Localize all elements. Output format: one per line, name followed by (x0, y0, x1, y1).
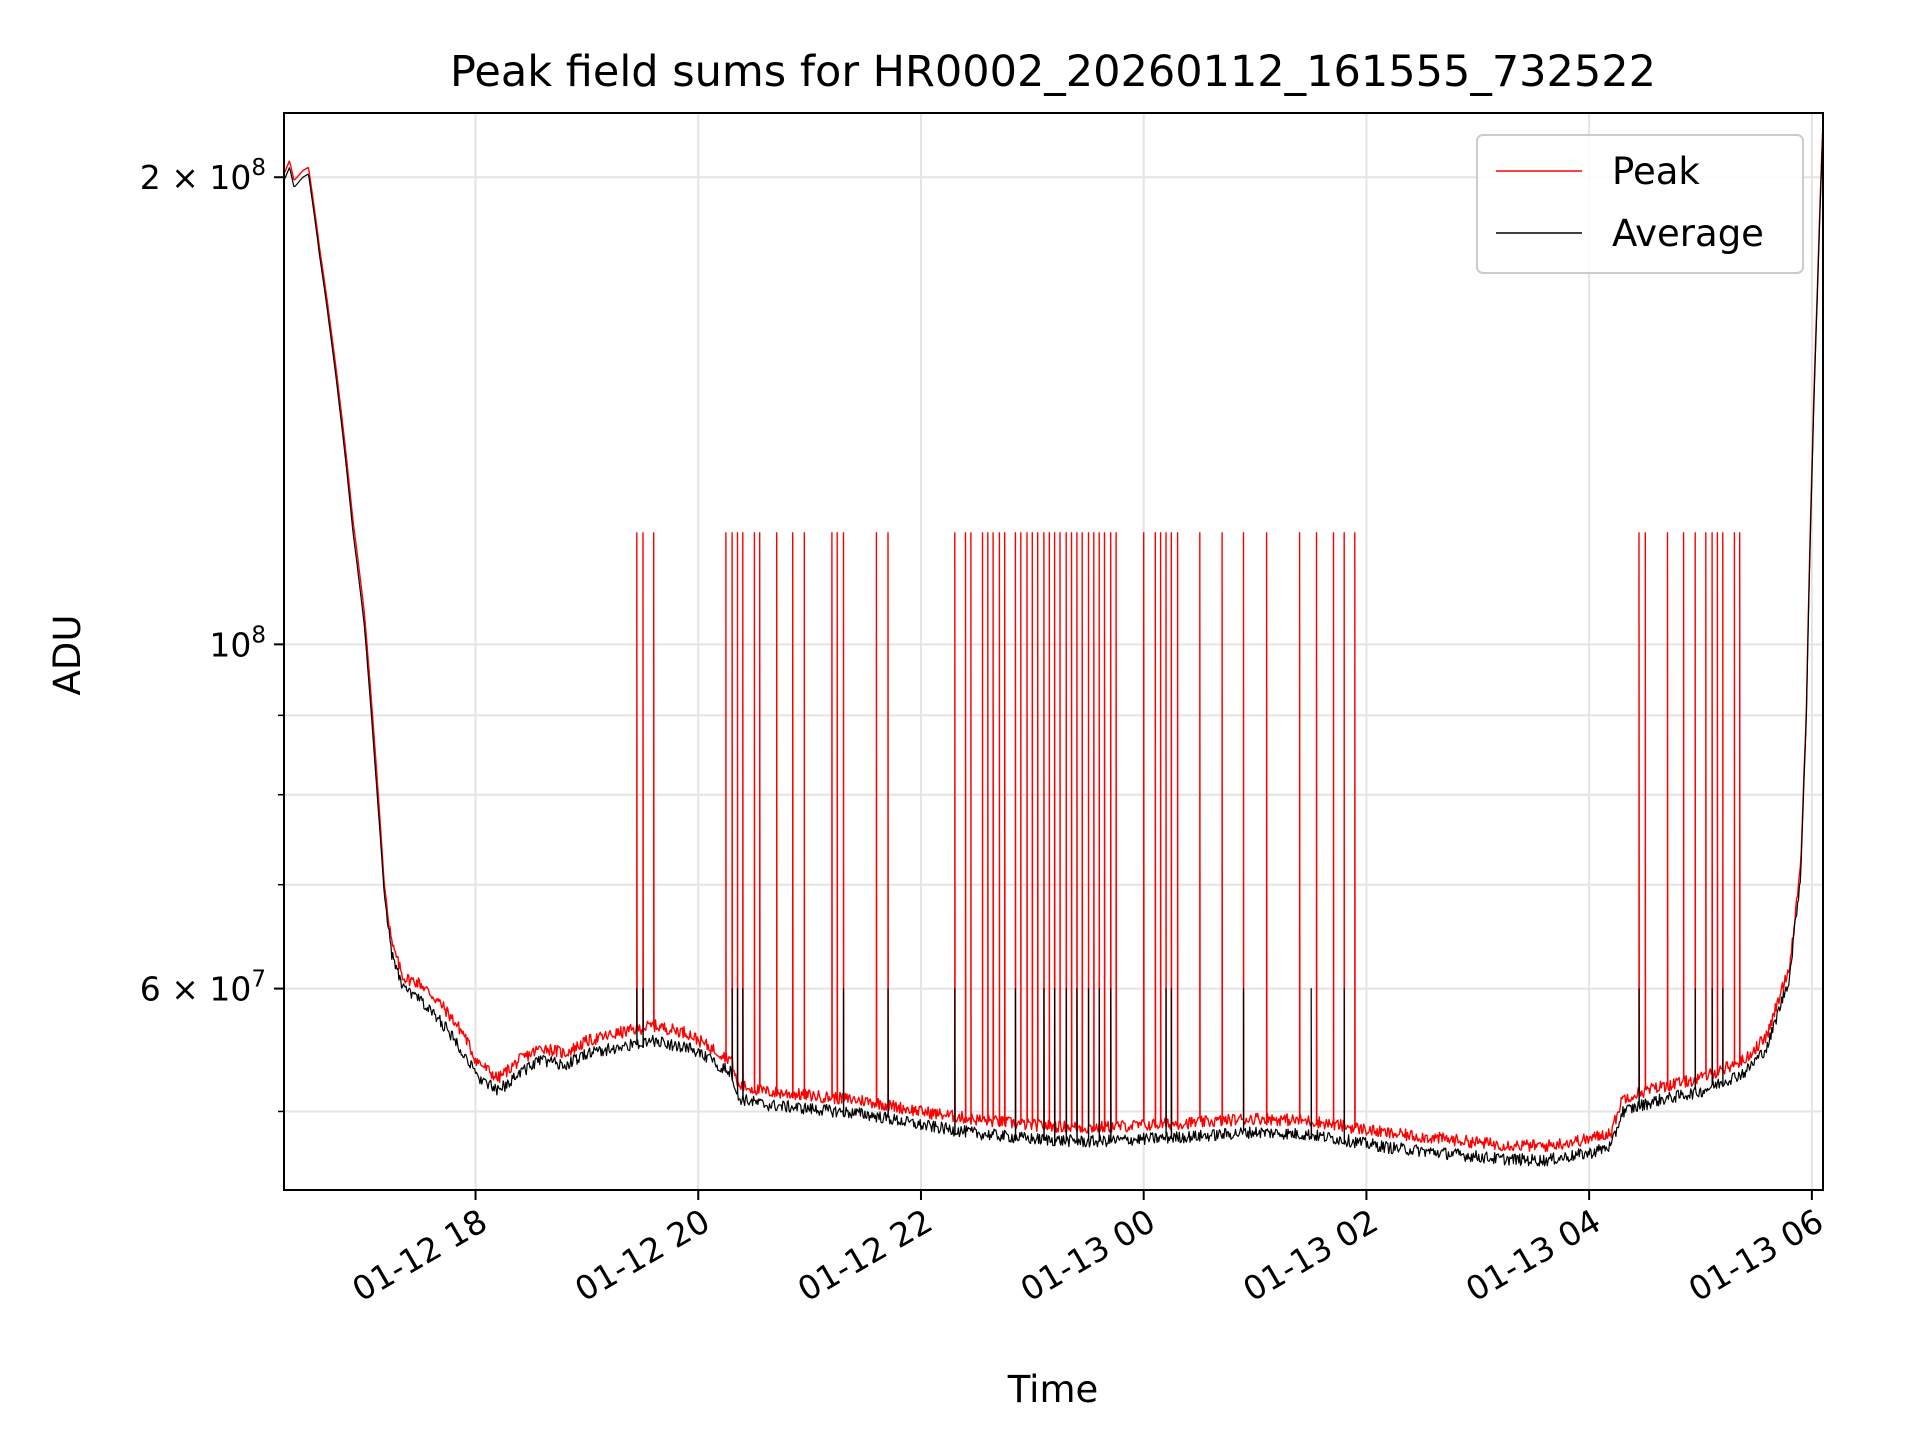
x-axis-label: Time (1007, 1368, 1099, 1411)
series-line-average (283, 137, 1824, 1167)
legend-label-average: Average (1612, 212, 1764, 255)
y-tick-label: 108 (209, 622, 266, 664)
grid (284, 113, 1823, 1190)
y-tick-label: 6 × 107 (140, 967, 266, 1009)
y-tick-label: 2 × 108 (140, 155, 266, 197)
y-axis-label: ADU (46, 615, 89, 696)
chart-title: Peak field sums for HR0002_20260112_1615… (450, 47, 1656, 97)
plot-frame (283, 112, 1824, 1191)
plot-series (283, 131, 1824, 1167)
legend-box (1476, 134, 1804, 274)
legend: Peak Average (1476, 134, 1804, 274)
legend-label-peak: Peak (1612, 150, 1700, 193)
series-line-peak (283, 131, 1824, 1153)
